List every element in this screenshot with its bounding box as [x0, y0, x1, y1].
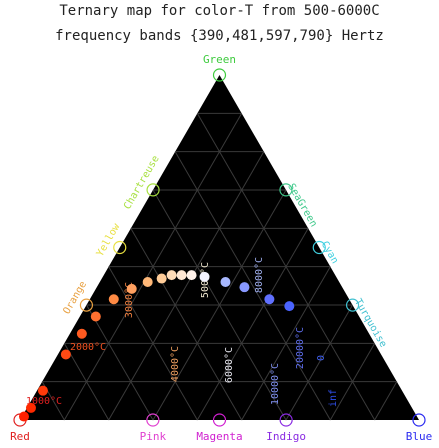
- grid-line: [374, 381, 398, 421]
- temperature-point: [220, 277, 231, 287]
- temperature-point: [166, 270, 177, 281]
- corner-label-red: Red: [10, 430, 30, 443]
- grid-line: [196, 228, 309, 421]
- temperature-label: 10000°C: [270, 363, 281, 405]
- temperature-point: [126, 283, 137, 294]
- indigo-label: Indigo: [266, 430, 306, 443]
- corner-label-green: Green: [203, 53, 236, 66]
- temperature-label: 1000°C: [26, 396, 62, 407]
- temperature-label: 20000°C: [295, 327, 306, 369]
- temperature-point: [176, 270, 187, 281]
- ternary-triangle-background: [20, 75, 419, 420]
- seagreen-marker: [279, 183, 293, 197]
- green-corner-marker: [212, 68, 227, 82]
- temperature-point: [37, 385, 48, 396]
- temperature-point: [25, 402, 36, 413]
- chart-title-line-1: Ternary map for color-T from 500-6000C: [59, 3, 380, 19]
- temperature-point: [90, 311, 101, 322]
- temperature-label: 0: [316, 355, 327, 361]
- temperature-points: [18, 270, 295, 422]
- grid-line: [174, 151, 331, 421]
- blue-corner-marker: [412, 413, 426, 427]
- temperature-point: [18, 411, 29, 422]
- grid-line: [86, 304, 154, 421]
- edge-markers: [13, 68, 426, 427]
- chartreuse-marker: [146, 183, 160, 197]
- temperature-point: [108, 294, 119, 305]
- ternary-grid: [41, 112, 398, 421]
- grid-line: [108, 266, 198, 421]
- corner-labels: Green Red Blue: [10, 53, 432, 443]
- magenta-marker: [212, 413, 227, 427]
- temperature-point: [186, 270, 197, 281]
- magenta-label: Magenta: [196, 430, 242, 443]
- temperature-point: [239, 282, 250, 293]
- temperature-point: [199, 271, 210, 282]
- temperature-label: 3000°C: [124, 282, 135, 318]
- cyan-marker: [312, 240, 326, 255]
- temperature-label: 2000°C: [70, 342, 106, 353]
- yellow-marker: [113, 240, 127, 255]
- grid-line: [108, 151, 265, 421]
- grid-line: [63, 343, 110, 421]
- temperature-point: [76, 328, 87, 339]
- indigo-marker: [279, 413, 293, 427]
- temperature-label: 8000°C: [254, 257, 265, 293]
- temperature-point: [156, 273, 167, 284]
- orange-marker: [79, 298, 94, 312]
- temperature-point: [284, 301, 295, 312]
- grid-line: [130, 228, 243, 421]
- corner-label-blue: Blue: [406, 430, 433, 443]
- chart-title-line-2: frequency bands {390,481,597,790} Hertz: [55, 28, 384, 44]
- temperature-label: 4000°C: [170, 346, 181, 382]
- temperature-label: inf: [328, 389, 339, 407]
- temperature-point: [264, 294, 275, 305]
- grid-line: [241, 266, 331, 421]
- grid-line: [285, 304, 353, 421]
- temperature-point: [142, 277, 153, 287]
- grid-line: [329, 343, 376, 421]
- turquoise-marker: [345, 298, 360, 312]
- pink-marker: [146, 413, 160, 427]
- temperature-point: [60, 349, 71, 360]
- temperature-label: 6000°C: [224, 347, 235, 383]
- pink-label: Pink: [140, 430, 167, 443]
